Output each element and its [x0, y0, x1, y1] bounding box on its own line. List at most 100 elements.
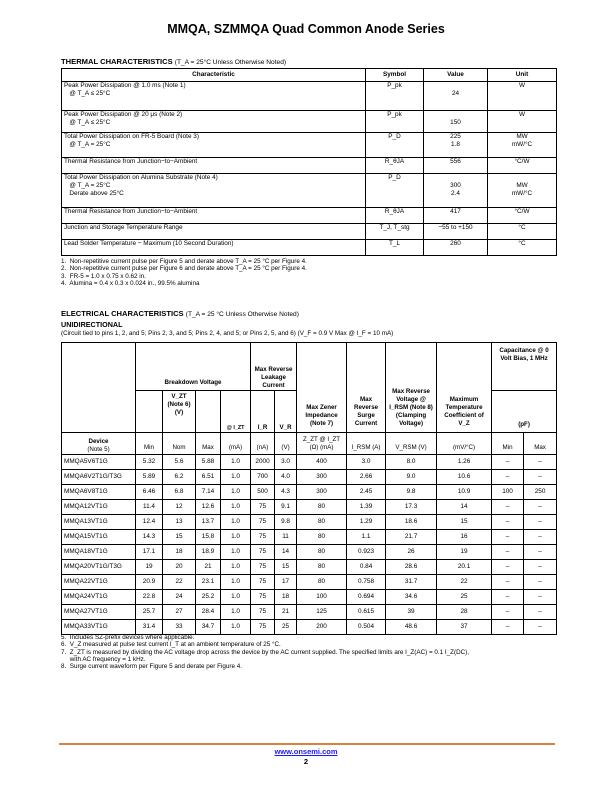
value-cell: 14.3: [135, 529, 163, 545]
value-cell: 1.29: [346, 514, 387, 530]
value-cell: 20: [162, 559, 196, 575]
unit-cell: MW mW/°C: [487, 132, 557, 158]
value-cell: 15: [436, 514, 493, 530]
electrical-table: Breakdown Voltage Max Reverse Leakage Cur…: [61, 342, 558, 635]
characteristic-cell: Total Power Dissipation on Alumina Subst…: [61, 173, 366, 208]
value: 300: [450, 182, 461, 189]
value-cell: –: [491, 469, 525, 485]
value-cell: 6.46: [135, 484, 163, 500]
footnote: 8. Surge current waveform per Figure 5 a…: [61, 663, 242, 671]
table-row: MMQA24VT1G 22.8 24 25.2 1.0 75 18 100 0.694 34.6 2…: [61, 589, 558, 605]
characteristic-line: Total Power Dissipation on Alumina Subst…: [64, 174, 218, 181]
characteristic-cell: Thermal Resistance from Junction−to−Ambi…: [61, 207, 366, 224]
unit: W: [518, 82, 526, 89]
value-cell: 300 2.4: [423, 173, 488, 208]
value-cell: –: [491, 529, 525, 545]
unit: [490, 174, 554, 182]
unit-header: Max: [523, 432, 558, 455]
value-cell: 20.9: [135, 574, 163, 590]
device-cell: MMQA6V2T1G/T3G: [61, 469, 136, 485]
value-cell: 0.758: [346, 574, 387, 590]
zener-impedance-header: Max Zener Impedance (Note 7): [296, 342, 348, 433]
symbol: P_D: [388, 174, 401, 181]
value: [426, 174, 485, 182]
value-cell: 75: [250, 514, 276, 530]
thermal-col-header: Symbol: [365, 68, 424, 82]
value-cell: 9.0: [385, 469, 438, 485]
table-row: Junction and Storage Temperature Range T_…: [61, 223, 557, 240]
value-cell: 34.6: [385, 589, 438, 605]
value-cell: 1.0: [219, 469, 252, 485]
value-cell: 20.1: [436, 559, 493, 575]
value-cell: 2000: [250, 454, 276, 470]
table-row: Peak Power Dissipation @ 20 μs (Note 2) …: [61, 110, 557, 133]
value: [426, 82, 485, 90]
value-cell: 0.84: [346, 559, 387, 575]
capacitance-header: Capacitance @ 0 Volt Bias, 1 MHz: [491, 342, 558, 391]
value-cell: –: [491, 559, 525, 575]
page-number: 2: [303, 757, 309, 766]
value-cell: 28: [436, 604, 493, 620]
website-link[interactable]: www.onsemi.com: [274, 747, 338, 756]
value-cell: 22.8: [135, 589, 163, 605]
unit-cell: °C/W: [487, 207, 557, 224]
unit-cell: MW mW/°C: [487, 173, 557, 208]
characteristic-line: Total Power Dissipation on FR-5 Board (N…: [64, 133, 199, 140]
symbol-cell: P_pk: [365, 110, 424, 133]
vzt-max-blank: [195, 390, 221, 433]
symbol-cell: T_L: [365, 239, 424, 256]
footnote: 1. Non-repetitive current pulse per Figu…: [61, 258, 307, 265]
value-cell: 4.3: [274, 484, 298, 500]
value-cell: 75: [250, 574, 276, 590]
value-cell: 1.0: [219, 574, 252, 590]
value-cell: 9.8: [274, 514, 298, 530]
value-cell: 6.2: [162, 469, 196, 485]
value-cell: 19: [135, 559, 163, 575]
value-cell: 17.1: [135, 544, 163, 560]
device-note: (Note 5): [87, 446, 110, 453]
value-cell: 225 1.8: [423, 132, 488, 158]
symbol-cell: P_pk: [365, 81, 424, 111]
symbol: P_pk: [387, 82, 402, 89]
value: [426, 111, 485, 119]
unit: W: [518, 111, 526, 118]
value-cell: 1.0: [219, 559, 252, 575]
page-title: MMQA, SZMMQA Quad Common Anode Series: [167, 22, 445, 36]
value-cell: 556: [423, 157, 488, 174]
circuit-note: (Circuit tied to pins 1, 2, and 5; Pins …: [61, 330, 394, 337]
value-cell: –: [523, 499, 558, 515]
clamping-voltage-header: Max Reverse Voltage @ I_RSM (Note 8) (Cl…: [385, 342, 438, 433]
value-cell: 37: [436, 619, 493, 635]
footnote: 3. FR-5 = 1.0 x 0.75 x 0.62 in.: [61, 272, 146, 280]
value-cell: –: [523, 469, 558, 485]
characteristic-line: @ T_A = 25°C: [64, 141, 111, 148]
value-cell: 18.9: [195, 544, 221, 560]
table-row: MMQA12VT1G 11.4 12 12.6 1.0 75 9.1 80 1.39 17.3 14…: [61, 499, 558, 515]
value-cell: 80: [296, 514, 348, 530]
characteristic-cell: Lead Solder Temperature − Maximum (10 Se…: [61, 239, 366, 256]
symbol-cell: R_θJA: [365, 207, 424, 224]
symbol: T_J, T_stg: [379, 224, 410, 231]
electrical-heading: ELECTRICAL CHARACTERISTICS (T_A = 25 °C …: [61, 309, 299, 318]
symbol-cell: R_θJA: [365, 157, 424, 174]
value: 150: [450, 119, 461, 126]
value-cell: 75: [250, 544, 276, 560]
characteristic-line: Thermal Resistance from Junction−to−Ambi…: [64, 208, 198, 215]
unit-header: Max: [195, 432, 221, 455]
unit: °C/W: [514, 208, 530, 215]
value-cell: 23.1: [195, 574, 221, 590]
thermal-col-header: Unit: [487, 68, 557, 82]
value-cell: 19: [436, 544, 493, 560]
value-cell: 3.0: [274, 454, 298, 470]
value-cell: 700: [250, 469, 276, 485]
value-cell: 0.504: [346, 619, 387, 635]
value-cell: 1.0: [219, 589, 252, 605]
value-cell: 1.26: [436, 454, 493, 470]
value-cell: 0.923: [346, 544, 387, 560]
value-cell: 14: [436, 499, 493, 515]
thermal-heading-text: THERMAL CHARACTERISTICS: [61, 57, 173, 66]
value-cell: 75: [250, 559, 276, 575]
value-cell: 31.4: [135, 619, 163, 635]
device-cell: MMQA12VT1G: [61, 499, 136, 515]
value-cell: 150: [423, 110, 488, 133]
